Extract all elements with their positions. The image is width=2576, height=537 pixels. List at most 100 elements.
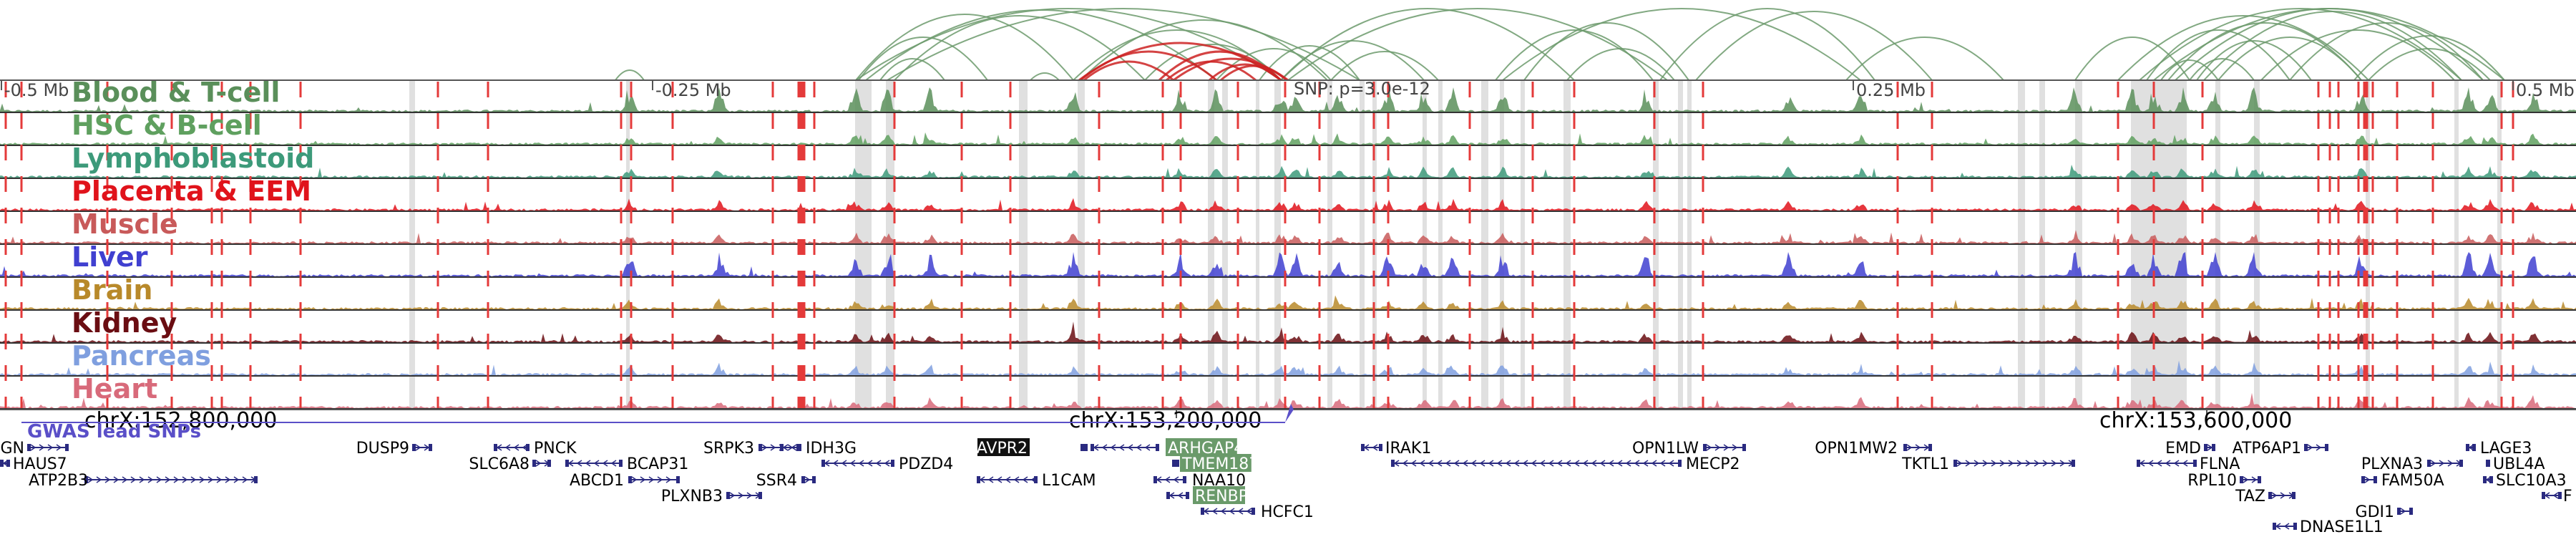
strand-arrow <box>173 476 180 483</box>
strand-arrow <box>1402 460 1408 467</box>
snp-chromatin-loop <box>1209 63 1282 82</box>
strand-arrow <box>593 460 600 467</box>
gene: DUSP9 <box>356 440 432 458</box>
strand-arrow <box>1582 460 1589 467</box>
gene-label: MECP2 <box>1686 455 1740 473</box>
strand-arrow <box>1110 444 1116 451</box>
gene-label: BCAP31 <box>627 455 688 473</box>
chromatin-loop <box>2289 22 2484 81</box>
strand-arrow <box>2016 460 2023 467</box>
strand-arrow <box>242 476 248 483</box>
strand-arrow <box>1505 460 1511 467</box>
strand-arrow <box>1005 476 1011 483</box>
strand-arrow <box>1220 508 1226 515</box>
gene: UBL4A <box>2486 455 2545 473</box>
gene: DNASE1L1 <box>2273 518 2384 536</box>
strand-arrow <box>1419 460 1425 467</box>
strand-arrow <box>640 476 646 483</box>
gene: FAM50A <box>2361 472 2444 490</box>
gene-label: PLXNA3 <box>2361 455 2423 473</box>
strand-arrow <box>1668 460 1674 467</box>
chromatin-loop <box>2167 22 2362 81</box>
gene: SLC10A3 <box>2483 472 2567 490</box>
track-label: Placenta & EEM <box>72 175 311 207</box>
strand-arrow <box>1445 460 1451 467</box>
signal-track <box>0 198 2576 212</box>
chromatin-loop <box>2139 8 2462 81</box>
strand-arrow <box>2243 476 2249 483</box>
chromatin-loop <box>2175 8 2484 81</box>
strand-arrow <box>1982 460 1989 467</box>
gene-exon <box>6 460 10 467</box>
strand-arrow <box>1574 460 1580 467</box>
strand-arrow <box>535 460 542 467</box>
gene: SSR4 <box>756 472 816 490</box>
chromatin-loop <box>1695 11 1933 81</box>
strand-arrow <box>841 460 847 467</box>
strand-arrow <box>2271 492 2278 499</box>
strand-arrow <box>1915 444 1921 451</box>
gene: TKTL1 <box>1901 455 2075 473</box>
gene-exon <box>1176 460 1179 467</box>
gene-exon <box>1186 492 1189 499</box>
gene-exon <box>2204 444 2207 451</box>
chromatin-loop <box>1144 44 1282 81</box>
strand-arrow <box>1548 460 1554 467</box>
strand-arrow <box>139 476 145 483</box>
bottom-axis-tick-label: chrX:153,200,000 <box>1069 408 1262 433</box>
gene: RPL10 <box>2187 472 2261 490</box>
gene-label: DUSP9 <box>356 440 409 458</box>
snp-pvalue-label: SNP: p=3.0e-12 <box>1294 79 1430 99</box>
strand-arrow <box>1965 460 1971 467</box>
gene-highlight-box <box>1193 486 1245 504</box>
chromatin-loop <box>1523 22 1689 81</box>
gene: ABCD1 <box>570 472 680 490</box>
strand-arrow <box>225 476 231 483</box>
chromatin-loop <box>2117 15 2369 81</box>
strand-arrow <box>1642 460 1649 467</box>
strand-arrow <box>2165 460 2171 467</box>
gene-label: OPN1MW2 <box>1815 440 1898 458</box>
bottom-axis: chrX:152,800,000 chrX:153,200,000 chrX:153… <box>84 408 2292 433</box>
signal-area <box>0 164 2576 178</box>
strand-arrow <box>1714 444 1721 451</box>
chromatin-loop <box>855 14 1074 81</box>
gene: OPN1MW2 <box>1815 440 1932 458</box>
gene-label: HCFC1 <box>1261 503 1314 521</box>
gene-exon <box>2427 460 2431 467</box>
strand-arrow <box>1651 460 1657 467</box>
strand-arrow <box>504 444 511 451</box>
strand-arrow <box>1723 444 1729 451</box>
gene-highlight-box <box>1180 454 1252 472</box>
strand-arrow <box>1118 444 1125 451</box>
strand-arrow <box>1531 460 1537 467</box>
signal-area <box>0 321 2576 342</box>
gene-exon <box>891 460 894 467</box>
strand-arrow <box>156 476 162 483</box>
gene-exon <box>1903 444 1907 451</box>
strand-arrow <box>1599 460 1606 467</box>
gene-exon <box>2373 476 2377 483</box>
gene-exon <box>1201 508 1204 515</box>
strand-arrow <box>1453 460 1460 467</box>
strand-arrow <box>96 476 102 483</box>
top-axis-tick-label: 0.25 Mb <box>1856 80 1926 100</box>
strand-arrow <box>1101 444 1108 451</box>
gene-exon <box>526 444 530 451</box>
strand-arrow <box>585 460 591 467</box>
strand-arrow <box>165 476 171 483</box>
gene: TMEM187 <box>1172 454 1259 473</box>
strand-arrow <box>804 476 811 483</box>
gene-exon <box>2193 460 2197 467</box>
gene: OPN1LW <box>1632 440 1746 458</box>
track-label: Heart <box>72 373 157 405</box>
gene-exon <box>1091 444 1094 451</box>
chromatin-loop <box>2160 59 2219 81</box>
top-axis: -0.5 Mb -0.25 Mb 0.25 Mb 0.5 Mb <box>1 80 2575 100</box>
strand-arrow <box>1706 444 1712 451</box>
bottom-axis-tick-label: chrX:152,800,000 <box>84 408 277 433</box>
signal-area <box>0 132 2576 145</box>
signal-area <box>0 392 2576 408</box>
gene-label: EMD <box>2165 440 2201 458</box>
